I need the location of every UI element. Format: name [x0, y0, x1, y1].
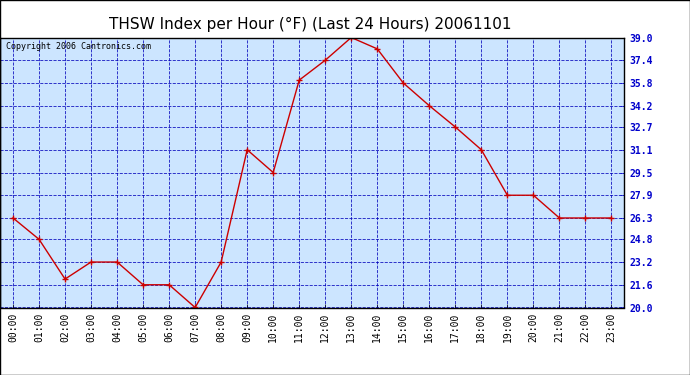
Text: THSW Index per Hour (°F) (Last 24 Hours) 20061101: THSW Index per Hour (°F) (Last 24 Hours)…: [109, 17, 512, 32]
Text: Copyright 2006 Cantronics.com: Copyright 2006 Cantronics.com: [6, 42, 151, 51]
